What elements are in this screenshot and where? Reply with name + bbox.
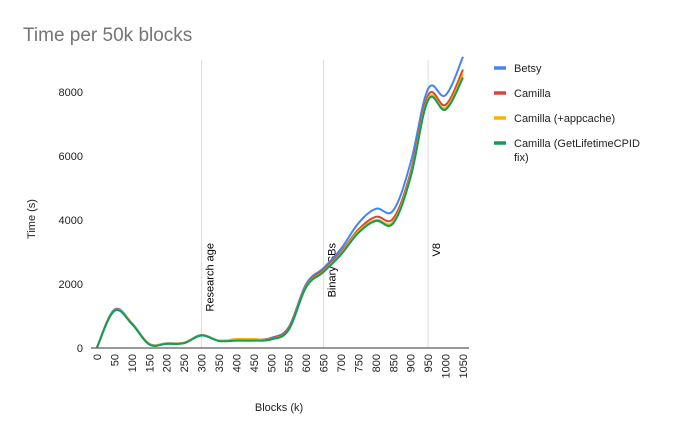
legend-label-2: Camilla [514, 88, 552, 100]
series-layer [96, 56, 464, 348]
x-tick-label: 600 [301, 354, 313, 372]
x-tick-label: 0 [92, 354, 104, 360]
x-tick-label: 550 [284, 354, 296, 372]
x-tick-label: 850 [388, 354, 400, 372]
x-tick-label: 400 [231, 354, 243, 372]
y-tick-label: 6000 [59, 151, 83, 163]
x-tick-label: 1050 [458, 354, 470, 378]
y-tick-label: 0 [77, 343, 83, 355]
x-tick-label: 650 [319, 354, 331, 372]
x-tick-label: 50 [109, 354, 121, 366]
x-tick-label: 300 [197, 354, 209, 372]
x-tick-label: 450 [249, 354, 261, 372]
x-tick-label: 250 [179, 354, 191, 372]
grid-layer [201, 60, 429, 348]
annotation-label: Research age [205, 243, 217, 312]
legend-label-1: Betsy [514, 63, 542, 75]
x-tick-label: 350 [214, 354, 226, 372]
axis-layer: 0 2000 4000 6000 8000 0 50 100 150 200 250 300 350 40… [59, 87, 470, 378]
series-line-1 [96, 56, 464, 348]
legend: Betsy Camilla Camilla (+appcache) Camilla (… [494, 63, 640, 164]
legend-label-3: Camilla (+appcache) [514, 113, 615, 125]
x-tick-label: 750 [353, 354, 365, 372]
x-tick-label: 100 [127, 354, 139, 372]
series-line-4 [96, 77, 464, 348]
y-tick-label: 4000 [59, 215, 83, 227]
x-tick-label: 700 [336, 354, 348, 372]
x-tick-label: 500 [266, 354, 278, 372]
chart-title: Time per 50k blocks [23, 25, 192, 46]
x-tick-label: 200 [162, 354, 174, 372]
x-tick-label: 900 [406, 354, 418, 372]
y-tick-label: 8000 [59, 87, 83, 99]
x-tick-label: 150 [144, 354, 156, 372]
y-axis-label: Time (s) [26, 199, 38, 239]
series-line-2 [96, 69, 464, 348]
annotation-label: V8 [431, 243, 443, 256]
x-tick-label: 1000 [441, 354, 453, 378]
x-tick-label: 800 [371, 354, 383, 372]
annotation-label: Binary SBs [327, 243, 339, 298]
legend-label-4: Camilla (GetLifetimeCPID fix) [514, 138, 640, 164]
x-axis-label: Blocks (k) [255, 402, 303, 414]
x-tick-label: 950 [423, 354, 435, 372]
series-line-3 [96, 73, 464, 348]
y-tick-label: 2000 [59, 279, 83, 291]
